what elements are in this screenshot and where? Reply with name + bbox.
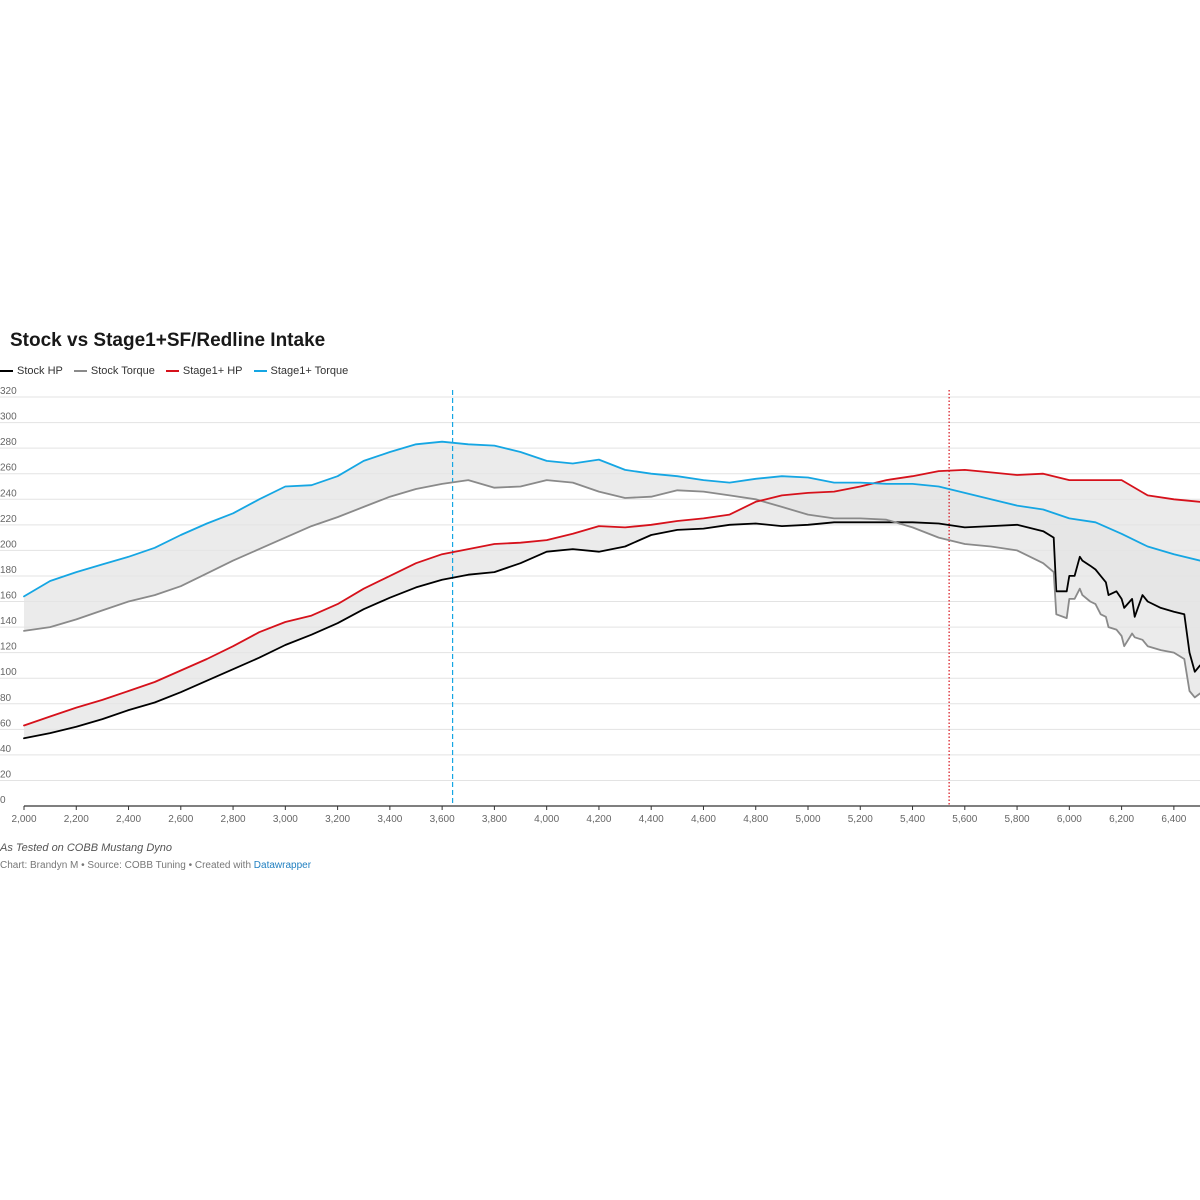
- y-tick-label: 220: [0, 514, 17, 525]
- line-layer: [23, 440, 1200, 740]
- y-tick-label: 280: [0, 437, 17, 448]
- x-tick-label: 4,200: [586, 814, 611, 825]
- series-line-stock-torque: [23, 479, 1200, 699]
- x-tick-label: 3,800: [482, 814, 507, 825]
- y-tick-label: 40: [0, 744, 12, 755]
- legend-swatch-stage1-torque: [253, 370, 267, 372]
- legend: Stock HP Stock Torque Stage1+ HP Stage1+…: [0, 363, 359, 379]
- y-tick-label: 0: [0, 795, 6, 806]
- grid-layer: [0, 396, 1200, 781]
- legend-label-stage1-hp: Stage1+ HP: [182, 365, 243, 377]
- y-tick-label: 140: [0, 616, 17, 627]
- legend-item-stage1-torque: Stage1+ Torque: [253, 365, 349, 377]
- chart-title: Stock vs Stage1+SF/Redline Intake: [10, 330, 326, 351]
- legend-label-stage1-torque: Stage1+ Torque: [270, 365, 349, 377]
- marker-layer: [451, 390, 950, 806]
- x-tick-label: 3,000: [273, 814, 298, 825]
- x-tick-label: 2,000: [11, 814, 36, 825]
- x-tick-label: 5,800: [1005, 814, 1030, 825]
- y-tick-label: 180: [0, 565, 17, 576]
- series-line-stage1-torque: [23, 440, 1200, 598]
- x-tick-label: 2,600: [168, 814, 193, 825]
- legend-item-stock-torque: Stock Torque: [73, 365, 155, 377]
- y-tick-label: 320: [0, 386, 17, 397]
- axis-layer: 0 20 40 60 80 100 120 140 160 180 200 220 240 260 280 3…: [0, 386, 1200, 825]
- byline-text: Chart: Brandyn M • Source: COBB Tuning •…: [0, 860, 254, 871]
- x-tick-label: 4,600: [691, 814, 716, 825]
- datawrapper-link[interactable]: Datawrapper: [253, 860, 312, 871]
- legend-swatch-stock-hp: [0, 370, 13, 372]
- x-tick-label: 3,400: [377, 814, 402, 825]
- y-tick-label: 80: [0, 693, 12, 704]
- y-tick-label: 120: [0, 642, 17, 653]
- legend-item-stage1-hp: Stage1+ HP: [165, 365, 243, 377]
- y-tick-label: 60: [0, 718, 12, 729]
- x-tick-label: 2,200: [64, 814, 89, 825]
- x-tick-label: 5,400: [900, 814, 925, 825]
- x-tick-label: 6,000: [1057, 814, 1082, 825]
- x-tick-label: 2,400: [116, 814, 141, 825]
- x-tick-label: 6,400: [1161, 814, 1186, 825]
- range-band: [24, 469, 1200, 739]
- chart-byline: Chart: Brandyn M • Source: COBB Tuning •…: [0, 860, 311, 871]
- series-line-stage1-hp: [23, 468, 1200, 727]
- x-tick-label: 5,000: [795, 814, 820, 825]
- y-tick-label: 20: [0, 769, 12, 780]
- y-tick-label: 100: [0, 667, 17, 678]
- x-tick-label: 2,800: [221, 814, 246, 825]
- legend-swatch-stage1-hp: [165, 370, 179, 372]
- legend-label-stock-torque: Stock Torque: [90, 365, 155, 377]
- y-tick-label: 240: [0, 488, 17, 499]
- x-tick-label: 5,200: [848, 814, 873, 825]
- x-tick-label: 4,400: [639, 814, 664, 825]
- band-layer: [24, 441, 1200, 739]
- x-tick-label: 4,000: [534, 814, 559, 825]
- y-tick-label: 300: [0, 412, 17, 423]
- x-tick-label: 3,600: [430, 814, 455, 825]
- x-tick-label: 3,200: [325, 814, 350, 825]
- y-tick-label: 160: [0, 591, 17, 602]
- y-tick-label: 260: [0, 463, 17, 474]
- x-tick-label: 6,200: [1109, 814, 1134, 825]
- y-tick-label: 200: [0, 539, 17, 550]
- chart-note: As Tested on COBB Mustang Dyno: [0, 842, 173, 854]
- legend-item-stock-hp: Stock HP: [0, 365, 63, 377]
- range-band: [24, 441, 1200, 698]
- series-line-stock-hp: [23, 521, 1200, 740]
- legend-label-stock-hp: Stock HP: [17, 365, 63, 377]
- x-tick-label: 4,800: [743, 814, 768, 825]
- x-tick-label: 5,600: [952, 814, 977, 825]
- legend-swatch-stock-torque: [73, 370, 87, 372]
